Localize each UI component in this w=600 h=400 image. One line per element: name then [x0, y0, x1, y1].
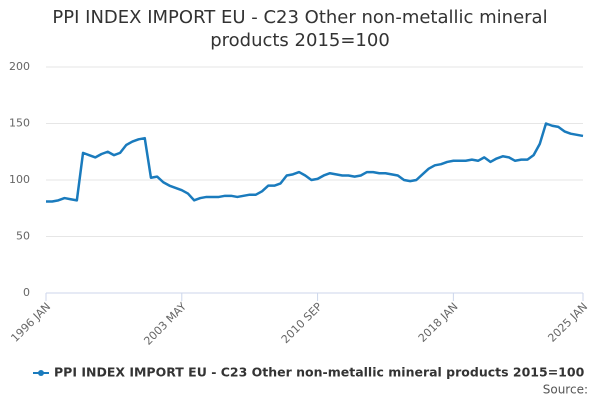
y-tick-label: 150 [9, 117, 30, 130]
x-tick-label: 1996 JAN [8, 300, 53, 345]
y-tick-label: 50 [16, 230, 30, 243]
y-tick-label: 100 [9, 173, 30, 186]
source: Source: [543, 383, 588, 397]
x-tick-label: 2010 SEP [279, 300, 325, 346]
x-tick-label: 2003 MAY [141, 300, 189, 348]
legend-marker [38, 370, 44, 376]
legend-label: PPI INDEX IMPORT EU - C23 Other non-meta… [54, 365, 585, 380]
series-line [46, 122, 584, 203]
y-tick-label: 0 [23, 286, 30, 299]
x-tick-label: 2018 JAN [416, 300, 461, 345]
x-tick-label: 2025 JAN [545, 300, 590, 345]
chart-title: PPI INDEX IMPORT EU - C23 Other non-meta… [52, 7, 548, 51]
y-tick-label: 200 [9, 60, 30, 73]
